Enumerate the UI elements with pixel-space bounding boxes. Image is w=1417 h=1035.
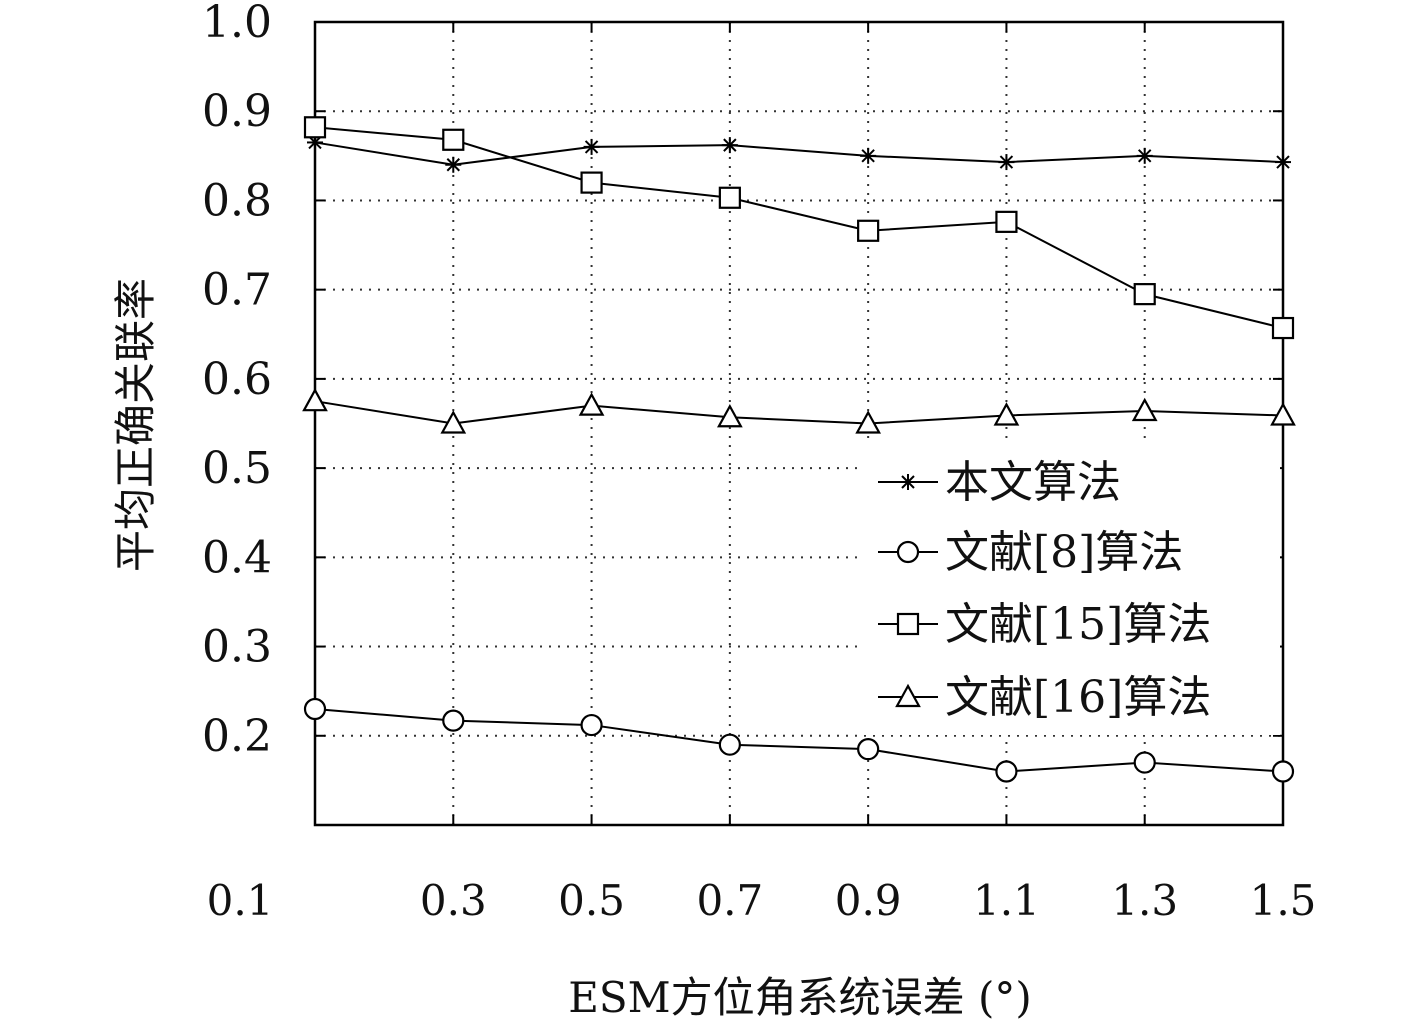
data-point-triangle (1131, 397, 1158, 422)
series-line (314, 708, 1284, 773)
data-point-square (1271, 316, 1295, 340)
data-point-circle (857, 738, 880, 761)
data-point-circle (1271, 760, 1295, 783)
data-point-star (721, 137, 738, 154)
data-point-square (580, 171, 603, 194)
x-tick-label: 1.5 (1250, 876, 1317, 925)
y-tick-label: 0.9 (202, 86, 272, 137)
data-series (302, 116, 1296, 783)
data-point-circle (896, 540, 920, 564)
legend-label: 文献[16]算法 (945, 672, 1211, 723)
legend-label: 本文算法 (945, 457, 1121, 508)
data-point-star (1275, 154, 1291, 171)
series-square (303, 116, 1295, 340)
star-stroke (1138, 149, 1152, 163)
series-line (314, 126, 1284, 330)
legend-entry: 文献[15]算法 (878, 599, 1211, 650)
y-tick-label: 0.5 (202, 443, 272, 494)
data-point-triangle (302, 387, 328, 412)
data-point-star (583, 138, 600, 155)
data-point-star (1136, 147, 1153, 164)
x-tick-label: 0.9 (835, 876, 902, 925)
data-point-triangle (716, 403, 743, 428)
data-point-circle (1133, 751, 1156, 774)
y-tick-label: 0.4 (202, 532, 272, 583)
star-stroke (723, 138, 737, 152)
tick-labels: 0.2 0.3 0.4 0.5 0.6 0.7 0.8 0.9 1.0 0.1 0.3 0.5 0.7 0… (202, 0, 1316, 925)
legend-entry: 文献[16]算法 (878, 672, 1211, 723)
series-star (307, 134, 1291, 173)
star-stroke (446, 158, 460, 172)
data-point-circle (303, 697, 327, 721)
series-line (314, 141, 1284, 166)
data-point-triangle (993, 402, 1020, 426)
star-stroke (861, 149, 875, 163)
y-tick-label: 0.6 (202, 354, 272, 405)
y-axis-label: 平均正确关联率 (111, 278, 160, 572)
y-tick-label: 0.3 (202, 622, 272, 673)
x-tick-label: 1.3 (1111, 876, 1178, 925)
data-point-square (995, 210, 1018, 233)
x-tick-label: 0.5 (558, 876, 625, 925)
star-stroke (308, 135, 322, 150)
y-tick-label: 0.2 (202, 711, 272, 762)
x-tick-label: 0.7 (696, 876, 763, 925)
legend-label: 文献[8]算法 (945, 527, 1183, 578)
x-tick-label: 0.1 (207, 876, 274, 925)
data-point-star (900, 474, 916, 490)
legend-background (860, 445, 1280, 735)
data-point-triangle (855, 410, 882, 434)
data-point-circle (718, 733, 741, 756)
data-point-triangle (578, 392, 605, 416)
series-circle (303, 697, 1295, 783)
star-stroke (901, 475, 915, 489)
data-point-triangle (895, 683, 921, 708)
star-stroke (1276, 155, 1290, 169)
y-tick-label: 1.0 (202, 0, 272, 48)
data-point-square (303, 116, 327, 139)
x-tick-label: 0.3 (420, 876, 487, 925)
star-stroke (999, 155, 1014, 169)
data-point-circle (442, 709, 465, 732)
data-point-circle (580, 713, 603, 737)
legend-entry: 本文算法 (878, 457, 1121, 508)
data-point-square (442, 128, 465, 151)
data-point-square (1133, 283, 1156, 306)
data-point-star (860, 147, 877, 164)
x-axis-label: ESM方位角系统误差 (°) (568, 973, 1032, 1022)
data-point-square (857, 219, 880, 242)
data-point-triangle (1270, 402, 1296, 426)
data-point-triangle (440, 410, 467, 434)
y-tick-label: 0.8 (202, 175, 272, 226)
series-line (314, 400, 1284, 425)
data-point-star (998, 154, 1015, 171)
data-point-square (896, 612, 920, 636)
data-point-star (445, 156, 462, 173)
data-point-circle (995, 760, 1018, 783)
y-tick-label: 0.7 (202, 265, 272, 316)
legend-label: 文献[15]算法 (945, 599, 1211, 650)
series-triangle (302, 387, 1296, 434)
legend-entry: 文献[8]算法 (878, 527, 1183, 578)
data-point-square (718, 186, 741, 209)
star-stroke (584, 140, 599, 154)
x-tick-label: 1.1 (973, 876, 1040, 925)
